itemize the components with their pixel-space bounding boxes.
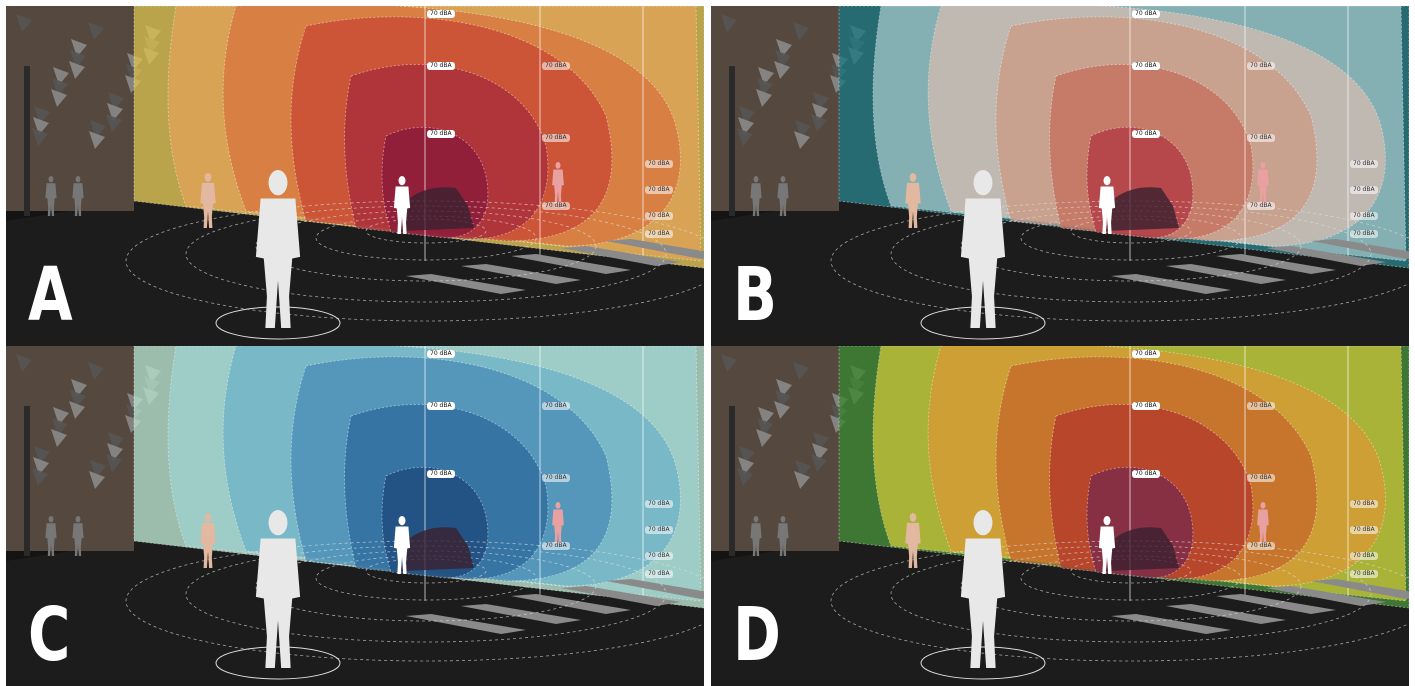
pedestrian-icon (1257, 502, 1269, 544)
seated-person-icon (45, 176, 57, 216)
ground-noise-ring (315, 215, 537, 261)
panel-a: A 70 dBA 70 dBA 70 dBA 70 dBA 70 dBA 70 dBA 70… (6, 6, 704, 346)
noise-level-tag: 70 dBA (542, 62, 570, 70)
pedestrian-icon (1098, 516, 1116, 574)
crosswalk (1111, 579, 1409, 634)
street (6, 201, 704, 346)
panel-d: D 70 dBA 70 dBA 70 dBA 70 dBA 70 dBA 70 dBA 70… (711, 346, 1409, 686)
ground-noise-ring (125, 540, 704, 662)
ground-noise-ring (315, 555, 537, 601)
noise-level-tag: 70 dBA (1350, 230, 1378, 238)
listener-ring (215, 646, 341, 680)
street (711, 201, 1409, 346)
panel-label: D (733, 592, 781, 678)
street (711, 541, 1409, 686)
noise-level-tag: 70 dBA (1247, 474, 1275, 482)
crosswalk (1111, 239, 1409, 294)
noise-level-tag: 70 dBA (427, 470, 455, 478)
listener-figure-icon (960, 170, 1006, 328)
listener-figure-icon (255, 170, 301, 328)
street (6, 541, 704, 686)
seated-person-icon (72, 176, 84, 216)
noise-level-tag: 70 dBA (1247, 202, 1275, 210)
listener-ring (920, 646, 1046, 680)
pedestrian-icon (393, 516, 411, 574)
noise-level-tag: 70 dBA (1132, 10, 1160, 18)
noise-level-tag: 70 dBA (645, 212, 673, 220)
noise-level-tag: 70 dBA (645, 570, 673, 578)
noise-level-tag: 70 dBA (1132, 402, 1160, 410)
panel-c: C 70 dBA 70 dBA 70 dBA 70 dBA 70 dBA 70 dBA 70… (6, 346, 704, 686)
pedestrian-icon (552, 162, 564, 204)
noise-level-tag: 70 dBA (1132, 350, 1160, 358)
ground-noise-ring (1020, 555, 1242, 601)
seated-person-icon (777, 516, 789, 556)
panel-b: B 70 dBA 70 dBA 70 dBA 70 dBA 70 dBA 70 dBA 70… (711, 6, 1409, 346)
noise-level-tag: 70 dBA (1350, 212, 1378, 220)
noise-level-tag: 70 dBA (645, 230, 673, 238)
noise-level-tag: 70 dBA (542, 402, 570, 410)
noise-level-tag: 70 dBA (427, 350, 455, 358)
noise-level-tag: 70 dBA (645, 160, 673, 168)
pedestrian-icon (552, 502, 564, 544)
noise-level-tag: 70 dBA (645, 552, 673, 560)
noise-level-tag: 70 dBA (1350, 552, 1378, 560)
noise-level-tag: 70 dBA (1247, 402, 1275, 410)
car-icon (401, 527, 474, 571)
seated-person-icon (72, 516, 84, 556)
pedestrian-icon (200, 513, 216, 568)
car-icon (1106, 187, 1179, 231)
pedestrian-icon (200, 173, 216, 228)
noise-level-tag: 70 dBA (542, 542, 570, 550)
ground-noise-ring (830, 540, 1409, 662)
noise-level-tag: 70 dBA (645, 500, 673, 508)
noise-level-tag: 70 dBA (542, 134, 570, 142)
pedestrian-icon (905, 513, 921, 568)
noise-level-tag: 70 dBA (427, 402, 455, 410)
noise-map-scene-d (711, 346, 1409, 686)
noise-level-tag: 70 dBA (542, 202, 570, 210)
panel-label: C (28, 592, 71, 678)
seated-person-icon (750, 516, 762, 556)
noise-level-tag: 70 dBA (1132, 130, 1160, 138)
noise-map-scene-c (6, 346, 704, 686)
listener-figure-icon (255, 510, 301, 668)
noise-level-tag: 70 dBA (427, 10, 455, 18)
noise-level-tag: 70 dBA (1350, 186, 1378, 194)
car-icon (1106, 527, 1179, 571)
noise-map-scene-b (711, 6, 1409, 346)
ground-noise-ring (1020, 215, 1242, 261)
panel-label: B (733, 252, 777, 338)
noise-level-tag: 70 dBA (645, 186, 673, 194)
noise-level-tag: 70 dBA (427, 62, 455, 70)
ground-noise-ring (830, 200, 1409, 322)
pedestrian-icon (905, 173, 921, 228)
noise-level-tag: 70 dBA (1132, 62, 1160, 70)
noise-level-tag: 70 dBA (1132, 470, 1160, 478)
noise-level-tag: 70 dBA (1247, 62, 1275, 70)
noise-level-tag: 70 dBA (1247, 542, 1275, 550)
pedestrian-icon (1257, 162, 1269, 204)
noise-level-tag: 70 dBA (427, 130, 455, 138)
ground-noise-ring (125, 200, 704, 322)
seated-person-icon (750, 176, 762, 216)
listener-figure-icon (960, 510, 1006, 668)
listener-ring (215, 306, 341, 340)
noise-level-tag: 70 dBA (1350, 160, 1378, 168)
noise-level-tag: 70 dBA (1350, 500, 1378, 508)
seated-person-icon (777, 176, 789, 216)
noise-level-tag: 70 dBA (1350, 570, 1378, 578)
noise-level-tag: 70 dBA (645, 526, 673, 534)
noise-level-tag: 70 dBA (1350, 526, 1378, 534)
noise-map-scene-a (6, 6, 704, 346)
pedestrian-icon (393, 176, 411, 234)
car-icon (401, 187, 474, 231)
panel-label: A (28, 252, 73, 338)
seated-person-icon (45, 516, 57, 556)
listener-ring (920, 306, 1046, 340)
noise-level-tag: 70 dBA (542, 474, 570, 482)
noise-level-tag: 70 dBA (1247, 134, 1275, 142)
pedestrian-icon (1098, 176, 1116, 234)
